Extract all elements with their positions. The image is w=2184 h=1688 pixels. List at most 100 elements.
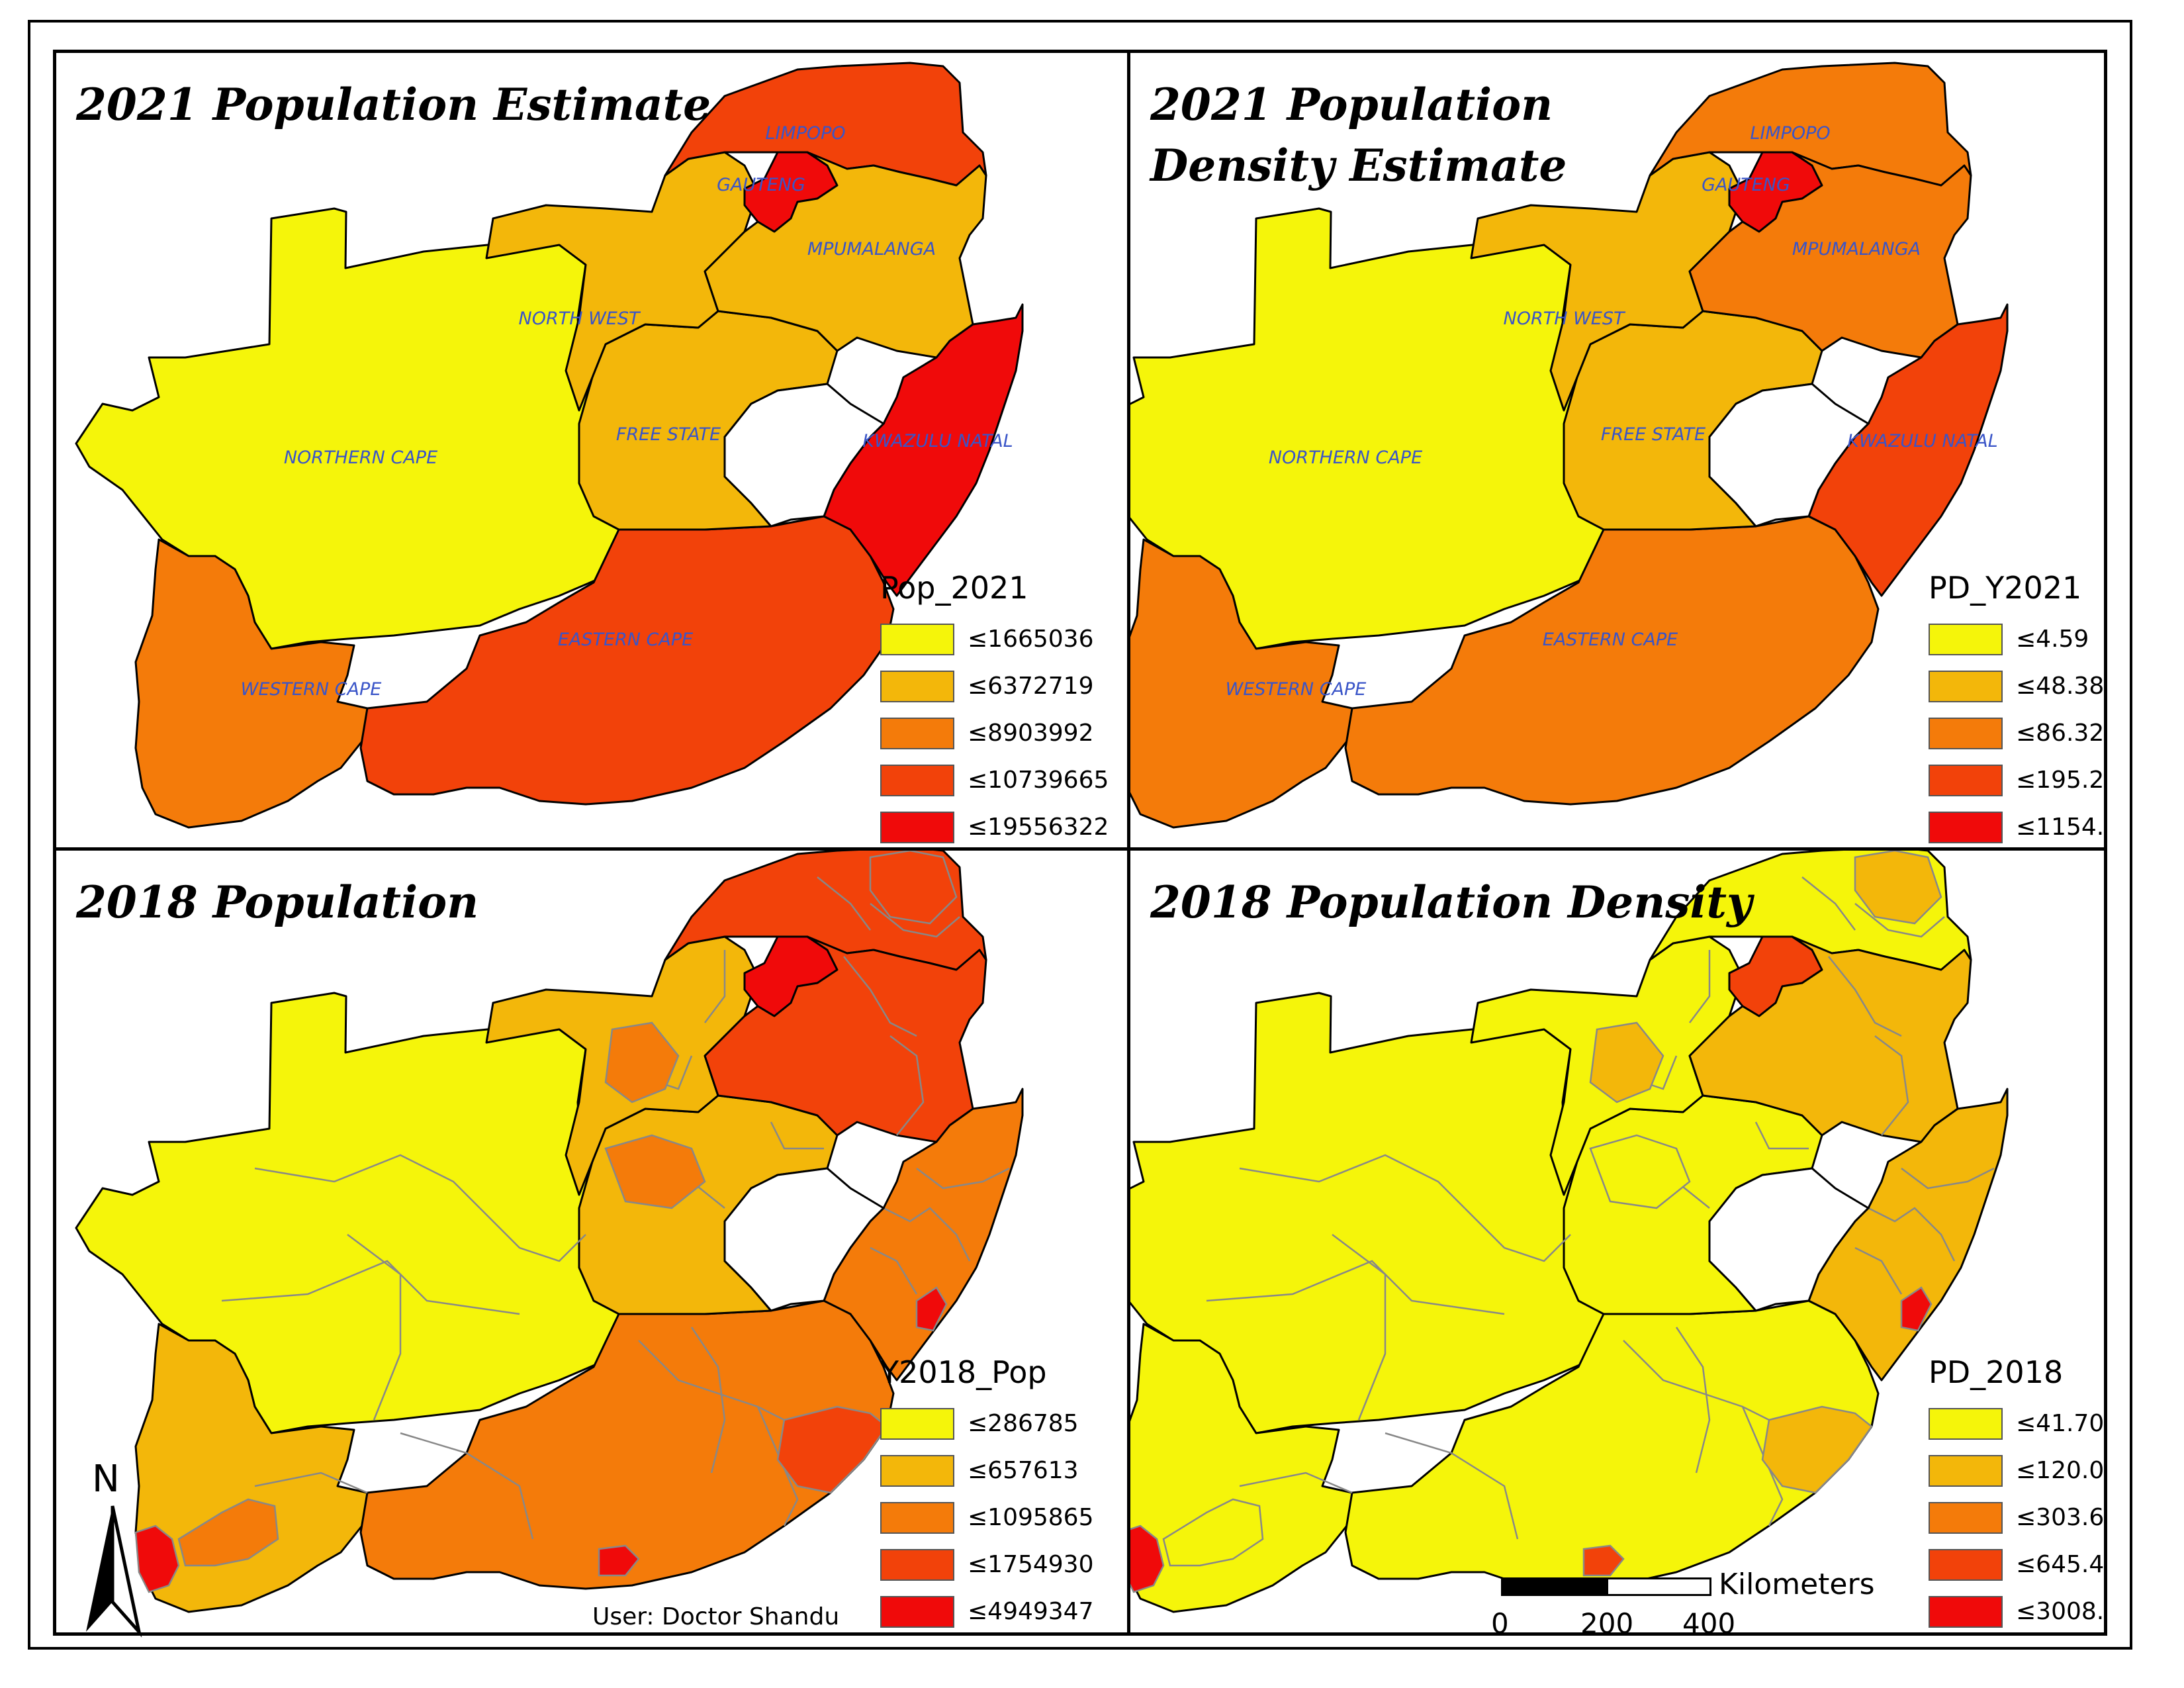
- district-boundary: [479, 1207, 586, 1262]
- district-boundary: [1623, 1340, 1770, 1421]
- province-label-limpopo: LIMPOPO: [765, 123, 845, 144]
- district-boundary: [1754, 1121, 1809, 1150]
- legend-title: PD_2018: [1929, 1354, 2064, 1390]
- legend-swatch: [880, 623, 954, 655]
- district-boundary: [883, 1207, 971, 1262]
- province-label-northern-cape: NORTHERN CAPE: [1269, 447, 1422, 468]
- district-kzn-durban: [915, 1286, 948, 1332]
- district-boundary: [1239, 1472, 1353, 1494]
- panel-title: 2018 Population Density: [1150, 876, 1752, 928]
- lesotho-enclave: [723, 1167, 886, 1312]
- legend-label: ≤286785: [968, 1410, 1079, 1437]
- legend-label: ≤1665036: [968, 626, 1094, 653]
- province-label-kwazulu-natal: KWAZULU NATAL: [1847, 431, 1997, 451]
- legend-label: ≤1754930: [968, 1551, 1094, 1578]
- district-boundary: [1874, 1035, 1909, 1136]
- district-ec-nmb: [1582, 1544, 1625, 1577]
- province-mpumalanga: [1688, 151, 1972, 359]
- scale-tick: 0: [1491, 1607, 1509, 1640]
- panel-divider-horizontal: [53, 847, 2107, 851]
- legend-swatch: [880, 717, 954, 749]
- legend-swatch: [1929, 1454, 2003, 1487]
- district-boundary: [1239, 1154, 1465, 1209]
- map-2021-density: NORTHERN CAPE WESTERN CAPE EASTERN CAPE FRE…: [1130, 62, 2009, 829]
- district-boundary: [770, 1121, 824, 1150]
- panel-2018-population: 2018 Population Y2018_Pop ≤286785 ≤65761…: [56, 851, 1127, 1632]
- province-label-gauteng: GAUTENG: [717, 175, 805, 195]
- province-western-cape: [134, 538, 369, 829]
- legend: Y2018_Pop ≤286785 ≤657613 ≤1095865 ≤1754…: [880, 1354, 1094, 1632]
- legend-item: ≤8903992: [880, 710, 1109, 757]
- legend-label: ≤3008.84: [2016, 1598, 2104, 1625]
- district-boundary: [690, 1327, 726, 1474]
- legend-label: ≤8903992: [968, 720, 1094, 747]
- district-cape-town: [1130, 1524, 1165, 1593]
- scale-segment: [1606, 1577, 1711, 1596]
- district-boundary: [1828, 956, 1902, 1037]
- district-boundary: [889, 1035, 925, 1136]
- outer-frame: [28, 20, 2132, 1650]
- district-boundary: [347, 1234, 402, 1421]
- legend-label: ≤303.60: [2016, 1504, 2104, 1531]
- map-frame: [53, 50, 2107, 1636]
- legend-swatch: [1929, 717, 2003, 749]
- legend-title: Y2018_Pop: [880, 1354, 1047, 1390]
- district-boundary: [843, 956, 917, 1037]
- district-boundary: [916, 1167, 1010, 1190]
- legend-swatch: [880, 764, 954, 796]
- legend-item: ≤4.59: [1929, 616, 2104, 663]
- province-mpumalanga: [1688, 935, 1972, 1143]
- legend-label: ≤120.03: [2016, 1457, 2104, 1484]
- panel-title: 2018 Population: [76, 876, 479, 928]
- legend-item: ≤645.41: [1929, 1541, 2104, 1588]
- lesotho-enclave: [1708, 1167, 1870, 1312]
- district-kzn-durban: [1900, 1286, 1933, 1332]
- legend-swatch: [1929, 764, 2003, 796]
- legend-swatch: [880, 1407, 954, 1440]
- legend-item: ≤48.38: [1929, 663, 2104, 710]
- province-label-eastern-cape: EASTERN CAPE: [558, 630, 693, 650]
- legend-item: ≤195.24: [1929, 757, 2104, 804]
- province-label-free-state: FREE STATE: [616, 424, 721, 445]
- district-boundary: [1689, 950, 1711, 1023]
- province-label-eastern-cape: EASTERN CAPE: [1543, 630, 1678, 650]
- panel-title: 2021 Population Density Estimate: [1150, 79, 1567, 191]
- legend-swatch: [880, 1454, 954, 1487]
- district-lim-east: [1854, 851, 1942, 925]
- district-nw-ne: [1589, 1021, 1664, 1103]
- district-boundary: [870, 1246, 918, 1295]
- district-boundary: [1385, 1432, 1519, 1540]
- credit-text: User: Doctor Shandu: [592, 1603, 840, 1630]
- legend-swatch: [1929, 811, 2003, 843]
- legend-item: ≤6372719: [880, 663, 1109, 710]
- province-label-mpumalanga: MPUMALANGA: [1792, 239, 1921, 259]
- province-label-northern-cape: NORTHERN CAPE: [284, 447, 437, 468]
- legend: PD_Y2021 ≤4.59 ≤48.38 ≤86.32 ≤195.24 ≤11…: [1929, 569, 2104, 847]
- district-boundary: [1464, 1207, 1571, 1262]
- legend-item: ≤10739665: [880, 757, 1109, 804]
- district-boundary: [254, 1154, 480, 1209]
- legend-item: ≤3008.84: [1929, 1588, 2104, 1632]
- district-cape-town: [134, 1524, 180, 1593]
- north-arrow-icon: [86, 1505, 142, 1638]
- legend-item: ≤1665036: [880, 616, 1109, 663]
- legend-item: ≤303.60: [1929, 1494, 2104, 1541]
- legend-swatch: [880, 670, 954, 702]
- province-label-north-west: NORTH WEST: [1504, 308, 1626, 329]
- district-wc-cape: [1162, 1498, 1264, 1567]
- district-fs-north: [1589, 1134, 1691, 1209]
- district-ec-coast: [1761, 1405, 1873, 1494]
- province-mpumalanga: [704, 151, 987, 359]
- north-letter: N: [92, 1458, 120, 1501]
- district-boundary: [221, 1260, 520, 1315]
- district-boundary: [1675, 1327, 1711, 1474]
- district-boundary: [1206, 1260, 1505, 1315]
- district-ec-nmb: [598, 1544, 640, 1577]
- district-fs-north: [604, 1134, 706, 1209]
- scale-tick: 400: [1682, 1607, 1736, 1640]
- legend: Pop_2021 ≤1665036 ≤6372719 ≤8903992 ≤107…: [880, 569, 1109, 847]
- district-boundary: [1801, 876, 1856, 931]
- legend-swatch: [880, 1501, 954, 1534]
- district-wc-cape: [177, 1498, 279, 1567]
- legend-label: ≤4949347: [968, 1598, 1094, 1625]
